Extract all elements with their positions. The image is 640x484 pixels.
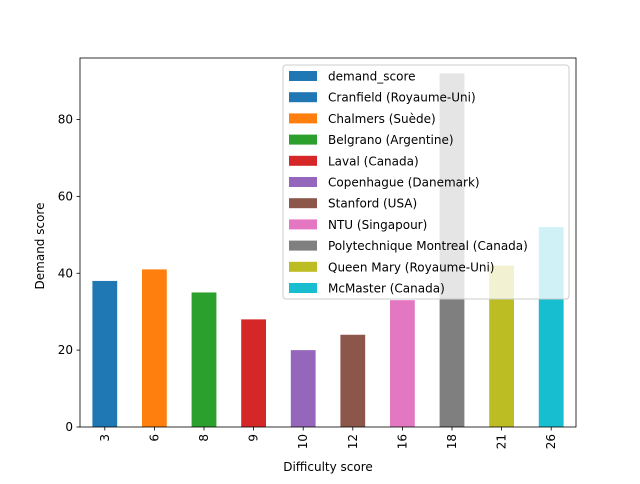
y-tick-label: 60	[58, 189, 73, 203]
y-tick-label: 40	[58, 266, 73, 280]
legend-label: Polytechnique Montreal (Canada)	[328, 239, 528, 253]
plot-frame	[79, 57, 577, 428]
legend-swatch	[289, 92, 317, 103]
x-tick-label: 8	[197, 434, 211, 442]
legend-label: demand_score	[328, 70, 416, 84]
x-tick-label: 10	[296, 434, 310, 449]
legend-swatch	[289, 155, 317, 166]
x-tick-label: 16	[395, 434, 409, 449]
y-tick-label: 80	[58, 113, 73, 127]
x-tick-label: 21	[495, 434, 509, 449]
bar-12	[340, 334, 366, 427]
legend-label: Stanford (USA)	[328, 197, 417, 211]
legend-swatch	[289, 283, 317, 293]
legend-label: McMaster (Canada)	[328, 282, 445, 296]
legend-label: Copenhague (Danemark)	[328, 176, 480, 190]
y-tick-label: 20	[58, 343, 73, 357]
bars-layer	[92, 73, 564, 427]
bar-10	[290, 350, 316, 427]
x-tick-label: 12	[346, 434, 360, 449]
bar-3	[92, 280, 118, 427]
legend-label: Queen Mary (Royaume-Uni)	[328, 260, 494, 274]
bar-9	[241, 319, 266, 427]
legend-swatch	[289, 240, 317, 251]
y-axis-label: Demand score	[33, 203, 47, 290]
bar-8	[191, 292, 217, 427]
x-tick-label: 18	[445, 434, 459, 449]
legend-swatch	[289, 198, 317, 209]
legend-label: Belgrano (Argentine)	[328, 133, 454, 147]
x-tick-label: 6	[147, 434, 161, 442]
x-tick-label: 9	[247, 434, 261, 442]
axes-layer: 0 20 40 60 80 3 6 8 9 10 12 16 18 21 26	[58, 57, 577, 449]
legend-swatch	[289, 134, 317, 145]
y-tick-label: 0	[65, 420, 73, 434]
legend-swatch	[289, 219, 317, 230]
bar-6	[142, 269, 167, 427]
x-tick-label: 3	[98, 434, 112, 442]
legend: demand_score Cranfield (Royaume-Uni) Chalm…	[282, 64, 570, 300]
x-tick-label: 26	[544, 434, 558, 449]
bar-16	[390, 300, 415, 427]
legend-box	[282, 64, 570, 300]
legend-swatch	[289, 113, 317, 124]
legend-label: NTU (Singapour)	[328, 218, 427, 232]
legend-label: Chalmers (Suède)	[328, 112, 436, 126]
legend-swatch	[289, 71, 317, 81]
legend-label: Cranfield (Royaume-Uni)	[328, 91, 476, 105]
legend-swatch	[289, 261, 317, 272]
legend-swatch	[289, 177, 317, 187]
x-axis-label: Difficulty score	[283, 460, 373, 474]
legend-label: Laval (Canada)	[328, 154, 419, 168]
